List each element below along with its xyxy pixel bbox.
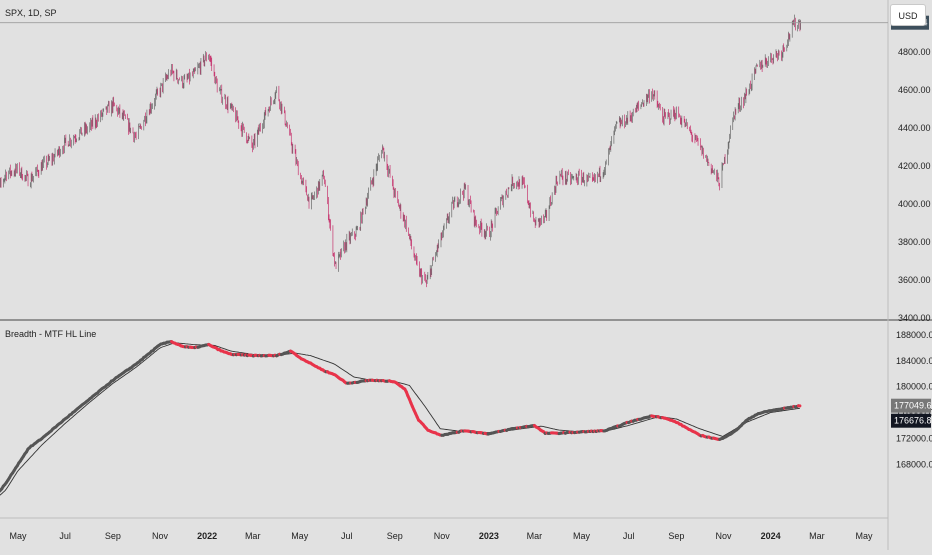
price-tick-label: 3600.00 xyxy=(898,275,931,285)
indicator-tick-label: 184000.00 xyxy=(896,356,932,366)
indicator-tick-label: 180000.00 xyxy=(896,382,932,392)
time-tick-label: Mar xyxy=(809,531,825,541)
indicator-axis[interactable]: 188000.00184000.00180000.00176000.001720… xyxy=(891,330,932,469)
price-pane[interactable] xyxy=(0,15,888,288)
time-tick-label: May xyxy=(291,531,309,541)
time-tick-label: May xyxy=(573,531,591,541)
time-tick-label: May xyxy=(9,531,27,541)
hl-line xyxy=(0,343,800,502)
time-tick-label: Nov xyxy=(434,531,451,541)
time-tick-label: Nov xyxy=(715,531,732,541)
indicator-title: Breadth - MTF HL Line xyxy=(5,329,96,339)
indicator-tick-label: 172000.00 xyxy=(896,433,932,443)
indicator-tick-label: 188000.00 xyxy=(896,330,932,340)
price-axis[interactable]: 4800.00 4600.00 4400.00 4200.00 4000.00 3800.… xyxy=(891,16,931,323)
price-tick-label: 3400.00 xyxy=(898,313,931,323)
price-tick-label: 4200.00 xyxy=(898,161,931,171)
time-tick-label: 2022 xyxy=(197,531,217,541)
price-tick-label: 4800.00 xyxy=(898,47,931,57)
currency-button[interactable]: USD xyxy=(890,4,926,26)
breadth-value-label: 177049.65 xyxy=(894,401,932,411)
time-tick-label: Jul xyxy=(59,531,71,541)
time-tick-label: Sep xyxy=(387,531,403,541)
symbol-title: SPX, 1D, SP xyxy=(5,8,57,18)
time-tick-label: 2023 xyxy=(479,531,499,541)
time-tick-label: Sep xyxy=(668,531,684,541)
indicator-tick-label: 168000.00 xyxy=(896,459,932,469)
time-tick-label: Jul xyxy=(341,531,353,541)
hl-value-label: 176676.85 xyxy=(894,416,932,426)
price-tick-label: 4400.00 xyxy=(898,123,931,133)
time-tick-label: Mar xyxy=(245,531,261,541)
time-tick-label: Nov xyxy=(152,531,169,541)
time-tick-label: 2024 xyxy=(761,531,781,541)
indicator-pane[interactable] xyxy=(0,342,800,502)
time-tick-label: May xyxy=(855,531,873,541)
time-axis[interactable]: May Jul Sep Nov 2022 Mar May Jul Sep Nov 2023 Mar Ma… xyxy=(9,531,873,541)
price-tick-label: 4600.00 xyxy=(898,85,931,95)
time-tick-label: Sep xyxy=(105,531,121,541)
time-tick-label: Mar xyxy=(527,531,543,541)
time-tick-label: Jul xyxy=(623,531,635,541)
price-tick-label: 3800.00 xyxy=(898,237,931,247)
price-tick-label: 4000.00 xyxy=(898,199,931,209)
